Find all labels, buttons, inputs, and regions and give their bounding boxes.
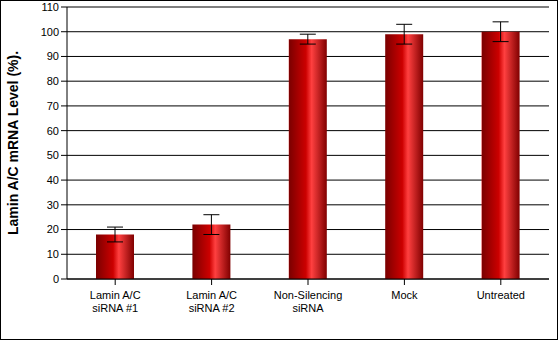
svg-text:30: 30	[47, 199, 59, 211]
svg-text:80: 80	[47, 75, 59, 87]
svg-text:Non-SilencingsiRNA: Non-SilencingsiRNA	[274, 289, 342, 314]
svg-text:60: 60	[47, 125, 59, 137]
svg-text:Lamin A/CsiRNA #2: Lamin A/CsiRNA #2	[186, 289, 237, 314]
svg-text:50: 50	[47, 149, 59, 161]
svg-text:Lamin A/C mRNA Level (%).: Lamin A/C mRNA Level (%).	[8, 51, 21, 235]
svg-text:100: 100	[41, 26, 59, 38]
svg-text:40: 40	[47, 174, 59, 186]
svg-text:90: 90	[47, 50, 59, 62]
svg-text:Mock: Mock	[391, 289, 418, 301]
svg-text:Untreated: Untreated	[477, 289, 525, 301]
svg-text:Lamin A/CsiRNA #1: Lamin A/CsiRNA #1	[90, 289, 141, 314]
svg-text:10: 10	[47, 248, 59, 260]
svg-text:20: 20	[47, 223, 59, 235]
svg-text:0: 0	[53, 273, 59, 285]
svg-text:110: 110	[41, 1, 59, 13]
svg-text:70: 70	[47, 100, 59, 112]
